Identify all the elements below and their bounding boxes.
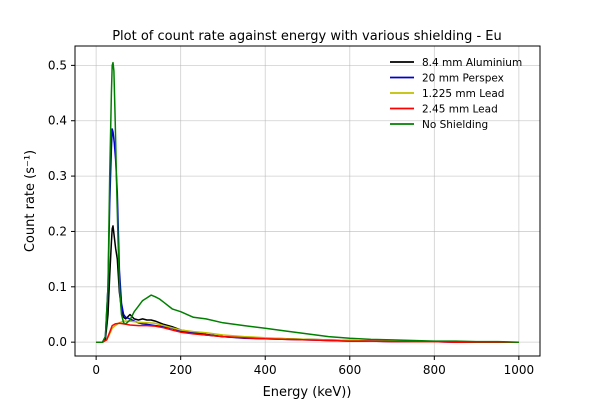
- legend-label: 1.225 mm Lead: [422, 88, 504, 100]
- plot-area: [96, 61, 519, 343]
- legend-label: No Shielding: [422, 119, 488, 131]
- y-tick-label: 0.5: [48, 58, 67, 72]
- y-tick-label: 0.4: [48, 114, 67, 128]
- series-line-5: [96, 61, 519, 343]
- x-tick-label: 0: [92, 363, 100, 377]
- x-tick-label: 400: [254, 363, 277, 377]
- x-axis-label: Energy (keV)): [263, 385, 352, 400]
- legend-label: 20 mm Perspex: [422, 73, 504, 85]
- legend-label: 2.45 mm Lead: [422, 104, 498, 116]
- y-tick-label: 0.0: [48, 335, 67, 349]
- y-tick-label: 0.3: [48, 169, 67, 183]
- y-axis: 0.0 0.1 0.2 0.3 0.4 0.5: [48, 58, 75, 349]
- series-line-4: [96, 322, 519, 343]
- series-line-2: [96, 128, 519, 343]
- legend-label: 8.4 mm Aluminium: [422, 57, 522, 69]
- series-line-3: [96, 320, 519, 343]
- legend: 8.4 mm Aluminium 20 mm Perspex 1.225 mm Le…: [390, 57, 522, 131]
- grid: [75, 46, 540, 356]
- x-tick-label: 800: [423, 363, 446, 377]
- plot-frame: [74, 45, 541, 357]
- y-axis-label: Count rate (s⁻¹): [23, 150, 38, 252]
- y-tick-label: 0.2: [48, 224, 67, 238]
- y-tick-label: 0.1: [48, 280, 67, 294]
- x-tick-label: 1000: [504, 363, 535, 377]
- x-axis: 0 200 400 600 800 1000: [92, 356, 534, 377]
- x-tick-label: 600: [338, 363, 361, 377]
- chart-title: Plot of count rate against energy with v…: [112, 29, 502, 44]
- x-tick-label: 200: [169, 363, 192, 377]
